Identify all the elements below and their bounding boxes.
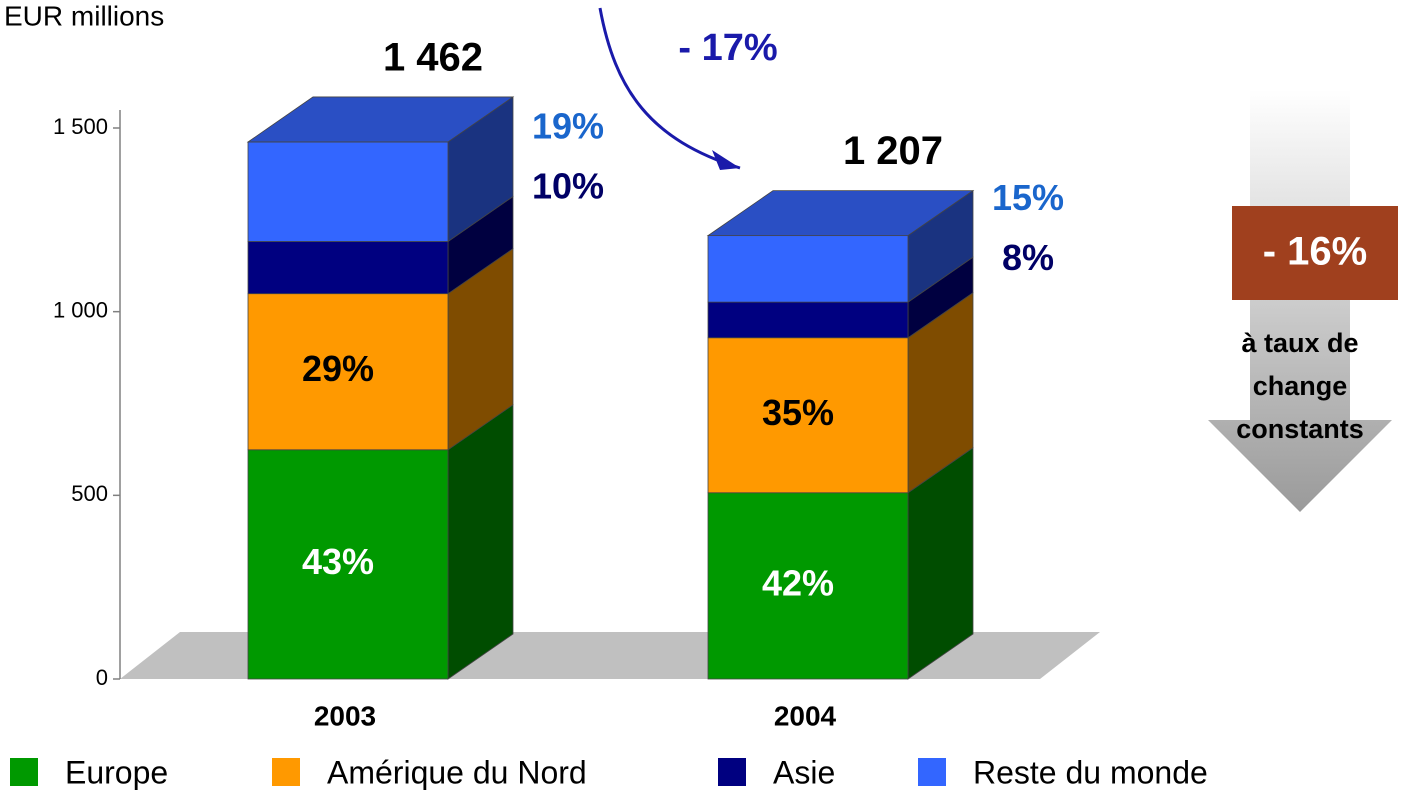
bar-segment bbox=[247, 141, 449, 242]
share-label: 42% bbox=[762, 562, 834, 603]
share-label: 35% bbox=[762, 392, 834, 433]
bar-segment bbox=[247, 241, 449, 295]
share-label: 43% bbox=[302, 541, 374, 582]
legend-swatch bbox=[272, 758, 300, 786]
x-tick-label: 2004 bbox=[774, 700, 837, 731]
constant-note: change bbox=[1253, 371, 1348, 401]
share-label: 15% bbox=[992, 177, 1064, 218]
legend-swatch bbox=[718, 758, 746, 786]
bar-segment bbox=[707, 235, 909, 303]
y-tick-label: 1 500 bbox=[53, 114, 108, 139]
legend-label: Reste du monde bbox=[973, 754, 1208, 790]
bar-side bbox=[447, 404, 514, 680]
legend-swatch bbox=[10, 758, 38, 786]
bar-top bbox=[246, 96, 515, 143]
share-label: 29% bbox=[302, 348, 374, 389]
bar-segment bbox=[707, 337, 909, 494]
legend-label: Amérique du Nord bbox=[327, 754, 587, 790]
constant-box bbox=[1232, 206, 1398, 300]
y-tick-label: 1 000 bbox=[53, 297, 108, 322]
constant-change-label: - 16% bbox=[1263, 230, 1368, 274]
bar-segment bbox=[247, 449, 449, 680]
share-label: 8% bbox=[1002, 237, 1054, 278]
x-tick-label: 2003 bbox=[314, 700, 376, 731]
share-label: 19% bbox=[532, 105, 604, 146]
bar-segment bbox=[247, 293, 449, 451]
change-arrowhead bbox=[712, 150, 740, 170]
y-axis-label: EUR millions bbox=[4, 0, 164, 31]
legend-label: Europe bbox=[65, 754, 168, 790]
legend-swatch bbox=[918, 758, 946, 786]
change-label: - 17% bbox=[678, 27, 777, 69]
total-label: 1 207 bbox=[843, 129, 943, 173]
bar-segment bbox=[707, 492, 909, 680]
bar-top bbox=[706, 190, 975, 237]
constant-note: à taux de bbox=[1241, 328, 1358, 358]
bar-segment bbox=[707, 301, 909, 339]
constant-arrow bbox=[1208, 90, 1392, 512]
y-tick-label: 500 bbox=[71, 481, 108, 506]
change-arrow bbox=[598, 7, 741, 170]
constant-note: constants bbox=[1236, 414, 1364, 444]
share-label: 10% bbox=[532, 165, 604, 206]
legend-label: Asie bbox=[773, 754, 835, 790]
total-label: 1 462 bbox=[383, 36, 483, 80]
y-tick-label: 0 bbox=[96, 665, 108, 690]
